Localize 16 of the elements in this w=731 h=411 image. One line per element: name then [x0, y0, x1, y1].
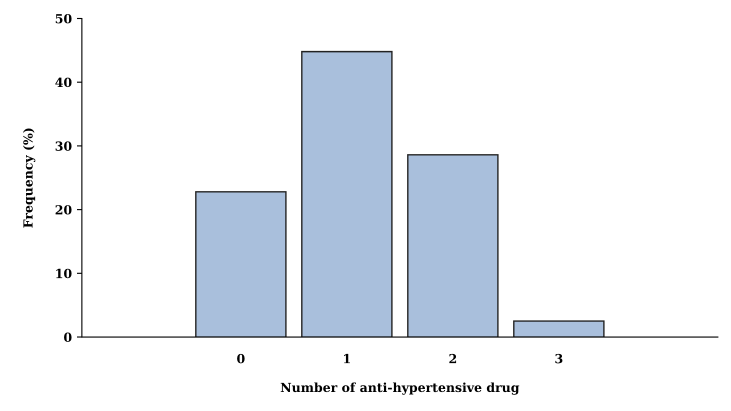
bar — [195, 191, 287, 338]
x-tick-label: 3 — [555, 354, 562, 364]
bar — [301, 50, 393, 338]
y-axis-title: Frequency (%) — [23, 128, 36, 228]
x-tick-label: 1 — [344, 354, 350, 364]
bar — [407, 154, 499, 338]
y-tick-label: 40 — [55, 78, 72, 88]
x-tick-label: 0 — [237, 354, 245, 364]
x-tick-label: 2 — [449, 354, 456, 364]
y-tick-label: 20 — [56, 205, 72, 215]
x-axis-title: Number of anti-hypertensive drug — [280, 382, 520, 395]
y-tick-label: 30 — [56, 141, 72, 151]
bar — [513, 320, 605, 338]
y-tick-label: 50 — [56, 14, 72, 24]
y-tick-label: 10 — [56, 268, 72, 278]
y-tick-label: 0 — [64, 332, 72, 342]
